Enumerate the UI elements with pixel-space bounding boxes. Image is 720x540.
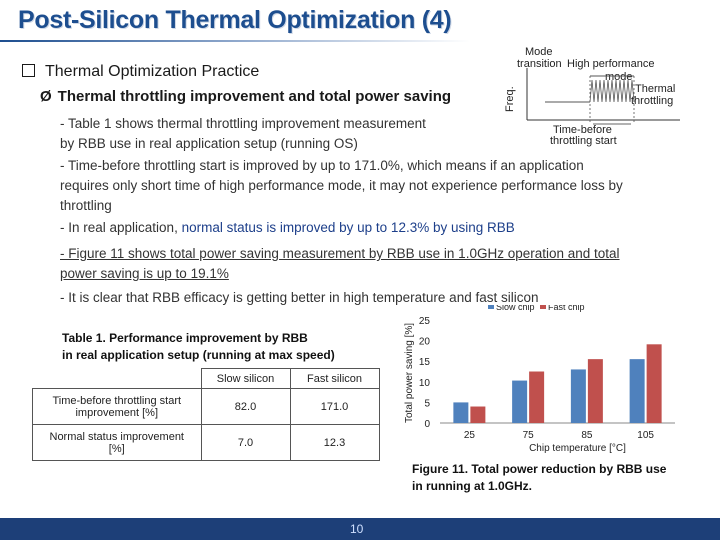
paragraph-line: - It is clear that RBB efficacy is getti… xyxy=(60,290,539,305)
bar-fast-chip xyxy=(529,371,545,423)
table-cell-fast: 12.3 xyxy=(289,424,380,461)
page-title: Post-Silicon Thermal Optimization (4) xyxy=(18,6,452,34)
table-caption-line: in real application setup (running at ma… xyxy=(62,348,335,362)
checkbox-bullet-icon xyxy=(22,64,35,77)
table-row-label-line: Time-before throttling start xyxy=(52,394,182,407)
figure-caption-line: in running at 1.0GHz. xyxy=(412,479,533,493)
y-axis-label: Total power saving [%] xyxy=(404,323,415,423)
title-bar: Post-Silicon Thermal Optimization (4) xyxy=(0,0,720,44)
table-cell-fast: 171.0 xyxy=(289,388,380,425)
table-caption-line: Table 1. Performance improvement by RBB xyxy=(62,331,308,345)
x-tick-label: 25 xyxy=(464,430,476,441)
paragraph-line: - Figure 11 shows total power saving mea… xyxy=(60,246,620,261)
time-before-label-2: throttling start xyxy=(550,135,617,147)
table-header-fast: Fast silicon xyxy=(289,368,380,389)
table-cell-slow: 82.0 xyxy=(200,388,291,425)
paragraph-highlight: normal status is improved by up to 12.3%… xyxy=(181,220,515,235)
paragraph-line: - Time-before throttling start is improv… xyxy=(60,158,584,173)
y-tick-label: 0 xyxy=(424,419,430,430)
bar-fast-chip xyxy=(587,359,603,423)
footer-bar xyxy=(0,518,720,540)
table-row: Normal status improvement [%] 7.0 12.3 xyxy=(32,424,380,461)
table-row-label-line: [%] xyxy=(108,442,125,455)
chart-labels: 0 5 10 15 20 25 25 75 85 105 Total power saving [%… xyxy=(404,305,654,454)
bar-slow-chip xyxy=(570,369,586,423)
paragraph-line: power saving is up to 19.1% xyxy=(60,266,229,281)
performance-table: Slow silicon Fast silicon Time-before th… xyxy=(32,368,380,461)
throttling-waveform xyxy=(589,79,635,103)
x-tick-label: 105 xyxy=(637,430,654,441)
legend-entry: Fast chip xyxy=(548,305,585,312)
x-tick-label: 85 xyxy=(581,430,593,441)
title-underline xyxy=(0,40,470,42)
figure-caption-line: Figure 11. Total power reduction by RBB … xyxy=(412,462,667,476)
paragraph-efficacy: - It is clear that RBB efficacy is getti… xyxy=(60,288,539,308)
mode-transition-label-2: transition xyxy=(517,58,562,70)
x-axis-label: Chip temperature [°C] xyxy=(529,443,626,454)
page-number: 10 xyxy=(350,522,364,536)
chart-bars xyxy=(453,344,662,423)
table-header-empty xyxy=(33,369,202,389)
y-tick-label: 10 xyxy=(419,378,431,389)
power-saving-chart: 0 5 10 15 20 25 25 75 85 105 Total power saving [%… xyxy=(404,305,675,454)
table-row-label-line: Normal status improvement xyxy=(49,430,185,443)
y-tick-label: 5 xyxy=(424,398,430,409)
legend-swatch xyxy=(488,305,494,309)
paragraph-line: requires only short time of high perform… xyxy=(60,178,623,193)
freq-axis-label: Freq. xyxy=(505,86,516,112)
bullet-level-2: Ø Thermal throttling improvement and tota… xyxy=(40,88,451,105)
bar-slow-chip xyxy=(453,402,469,423)
paragraph-line: by RBB use in real application setup (ru… xyxy=(60,136,358,151)
figure-caption: Figure 11. Total power reduction by RBB … xyxy=(412,461,666,495)
bar-slow-chip xyxy=(629,359,645,423)
y-tick-label: 20 xyxy=(419,337,431,348)
high-performance-label-1: High performance xyxy=(567,58,654,70)
paragraph-normal-status: - In real application, normal status is … xyxy=(60,218,515,238)
table-caption: Table 1. Performance improvement by RBB … xyxy=(62,330,335,364)
y-tick-label: 15 xyxy=(419,357,431,368)
paragraph-prefix: - In real application, xyxy=(60,220,178,235)
thermal-throttling-label-2: throttling xyxy=(631,95,673,107)
thermal-throttling-label-1: Thermal xyxy=(635,83,675,95)
bullet-level-1-text: Thermal Optimization Practice xyxy=(45,63,260,80)
paragraph-time-before: - Time-before throttling start is improv… xyxy=(60,156,623,216)
paragraph-line: - Table 1 shows thermal throttling impro… xyxy=(60,116,426,131)
bullet-level-1: Thermal Optimization Practice xyxy=(22,63,259,81)
bar-fast-chip xyxy=(470,406,486,423)
bar-slow-chip xyxy=(512,380,528,423)
table-row: Time-before throttling start improvement … xyxy=(32,388,380,425)
paragraph-table-intro: - Table 1 shows thermal throttling impro… xyxy=(60,114,426,154)
paragraph-power-saving: - Figure 11 shows total power saving mea… xyxy=(60,244,620,284)
table-cell-slow: 7.0 xyxy=(200,424,291,461)
table-row-label: Normal status improvement [%] xyxy=(32,424,202,461)
paragraph-line: throttling xyxy=(60,198,112,213)
time-before-label-1: Time-before xyxy=(553,124,612,136)
throttling-diagram: Mode transition High performance mode Th… xyxy=(505,46,680,147)
x-tick-label: 75 xyxy=(523,430,535,441)
bullet-level-2-text: Thermal throttling improvement and total… xyxy=(57,88,452,105)
table-header-slow: Slow silicon xyxy=(200,368,291,389)
table-row-label: Time-before throttling start improvement … xyxy=(32,388,202,425)
table-header-row: Slow silicon Fast silicon xyxy=(33,368,380,389)
arrow-bullet-icon: Ø xyxy=(40,88,52,105)
legend-entry: Slow chip xyxy=(496,305,535,312)
legend-swatch xyxy=(540,305,546,309)
mode-transition-label-1: Mode xyxy=(525,46,553,58)
bar-fast-chip xyxy=(646,344,662,423)
table-row-label-line: improvement [%] xyxy=(75,406,159,419)
y-tick-label: 25 xyxy=(419,316,431,327)
